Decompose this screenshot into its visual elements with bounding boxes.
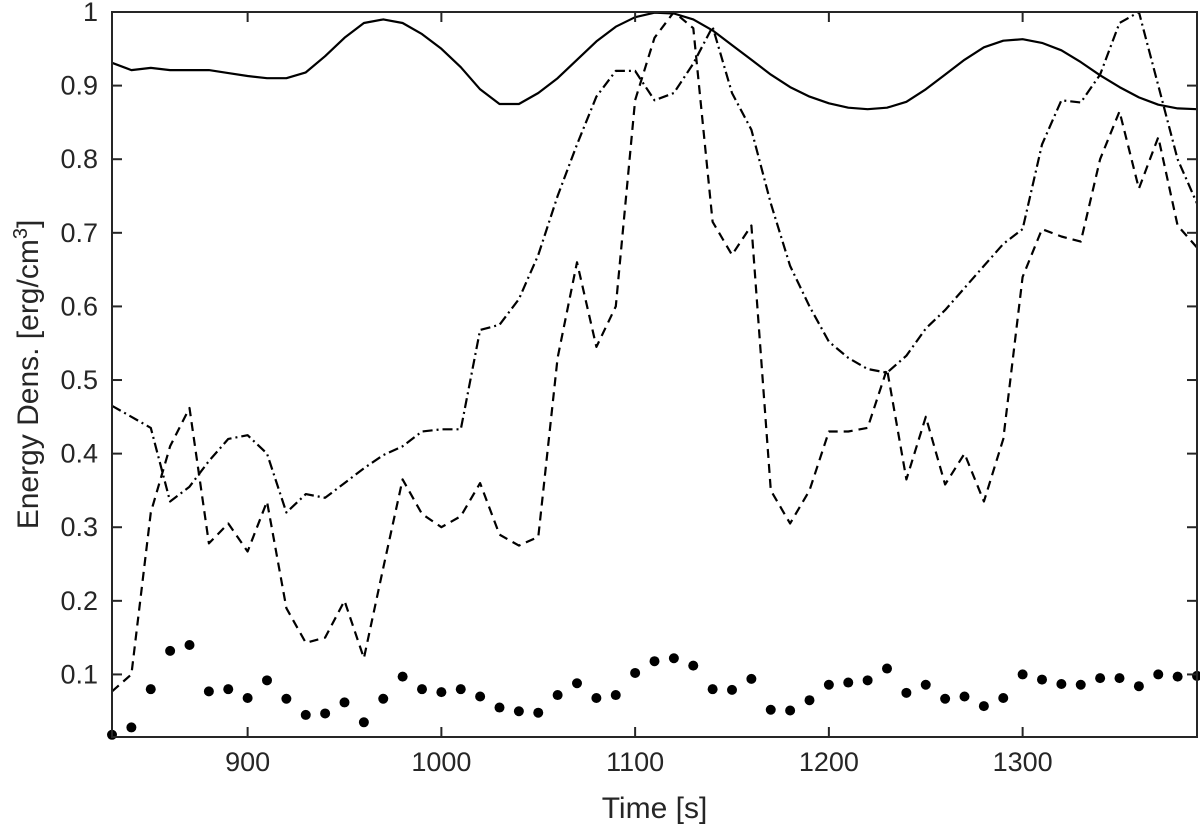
- data-point: [707, 684, 718, 695]
- data-point: [1133, 681, 1144, 692]
- data-point: [203, 686, 214, 697]
- data-point: [320, 708, 331, 719]
- y-tick-label: 1: [83, 0, 98, 27]
- data-point: [145, 684, 156, 695]
- data-point: [843, 677, 854, 688]
- x-tick-label: 900: [225, 747, 270, 777]
- data-point: [165, 645, 176, 656]
- y-axis-label-main: Energy Dens. [erg/cm: [12, 239, 45, 529]
- x-tick-label: 1100: [606, 747, 664, 777]
- data-point: [1153, 669, 1164, 680]
- y-axis-label-close: ]: [12, 220, 45, 228]
- plot-frame: [111, 11, 1198, 738]
- data-point: [494, 702, 505, 713]
- data-point: [862, 675, 873, 686]
- x-tick-label: 1300: [993, 747, 1053, 777]
- y-tick-label: 0.2: [60, 586, 98, 616]
- y-tick-label: 0.5: [60, 365, 98, 395]
- x-tick-label: 1200: [799, 747, 859, 777]
- data-point: [513, 706, 524, 717]
- y-tick-label: 0.4: [60, 439, 98, 469]
- data-point: [901, 687, 912, 698]
- series-line-dashdot: [111, 10, 1199, 514]
- data-point: [533, 707, 544, 718]
- data-point: [358, 717, 369, 728]
- data-point: [1075, 679, 1086, 690]
- data-point: [668, 653, 679, 664]
- y-axis-label: Energy Dens. [erg/cm3]: [10, 220, 45, 530]
- data-point: [417, 684, 427, 695]
- data-point: [378, 693, 389, 704]
- data-point: [126, 722, 137, 733]
- data-point: [610, 690, 621, 701]
- data-point: [940, 693, 951, 704]
- y-axis-label-superscript: 3: [10, 228, 32, 239]
- data-point: [727, 684, 737, 695]
- series-dots: [107, 639, 1200, 740]
- data-point: [184, 639, 195, 650]
- y-tick-label: 0.9: [60, 71, 98, 101]
- data-point: [1037, 674, 1047, 685]
- series-line-dashed: [111, 10, 1198, 693]
- data-point: [882, 663, 892, 674]
- y-tick-label: 0.7: [60, 218, 98, 248]
- data-point: [397, 671, 408, 682]
- data-point: [242, 692, 253, 703]
- x-tick-label: 1000: [411, 747, 471, 777]
- data-point: [998, 692, 1009, 703]
- series-line-solid: [111, 11, 1198, 111]
- data-point: [262, 675, 272, 686]
- data-point: [630, 667, 641, 678]
- series-layer: [107, 10, 1200, 740]
- data-point: [339, 697, 350, 708]
- data-point: [765, 704, 776, 715]
- y-tick-label: 0.6: [60, 291, 98, 321]
- data-point: [978, 701, 989, 712]
- data-point: [572, 678, 582, 689]
- data-point: [920, 679, 931, 690]
- x-axis-label: Time [s]: [602, 792, 708, 825]
- data-point: [823, 679, 834, 690]
- data-point: [223, 684, 234, 695]
- data-point: [591, 692, 602, 703]
- data-point: [281, 693, 292, 704]
- data-point: [1017, 669, 1028, 680]
- data-point: [300, 709, 311, 720]
- data-point: [1056, 679, 1067, 690]
- ticks-layer: 900 1000 1100 1200 1300 0.1 0.2 0.3 0.4 0.5 0.6 0.7…: [60, 0, 1197, 777]
- data-point: [688, 660, 699, 671]
- data-point: [455, 684, 466, 695]
- data-point: [959, 691, 970, 702]
- y-tick-label: 0.3: [60, 512, 98, 542]
- y-tick-label: 0.8: [60, 144, 98, 174]
- y-tick-label: 0.1: [60, 659, 98, 689]
- data-point: [1172, 671, 1183, 682]
- data-point: [649, 656, 660, 667]
- data-point: [436, 687, 447, 698]
- data-point: [1114, 673, 1125, 684]
- data-point: [475, 691, 486, 702]
- data-point: [785, 705, 796, 716]
- data-point: [746, 673, 757, 684]
- data-point: [1095, 673, 1106, 684]
- data-point: [804, 695, 815, 706]
- data-point: [552, 690, 563, 701]
